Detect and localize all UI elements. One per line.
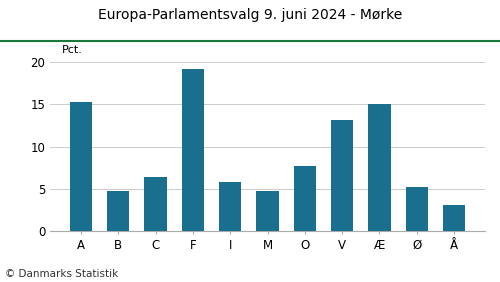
Bar (256, 191, 278, 231)
Bar (331, 120, 353, 231)
Bar (219, 182, 242, 231)
Bar (443, 205, 465, 231)
Text: Europa-Parlamentsvalg 9. juni 2024 - Mørke: Europa-Parlamentsvalg 9. juni 2024 - Mør… (98, 8, 402, 23)
Bar (70, 102, 92, 231)
Bar (294, 166, 316, 231)
Text: Pct.: Pct. (62, 45, 83, 55)
Bar (107, 191, 130, 231)
Bar (406, 187, 428, 231)
Bar (368, 104, 390, 231)
Bar (182, 69, 204, 231)
Text: © Danmarks Statistik: © Danmarks Statistik (5, 269, 118, 279)
Bar (144, 177, 167, 231)
